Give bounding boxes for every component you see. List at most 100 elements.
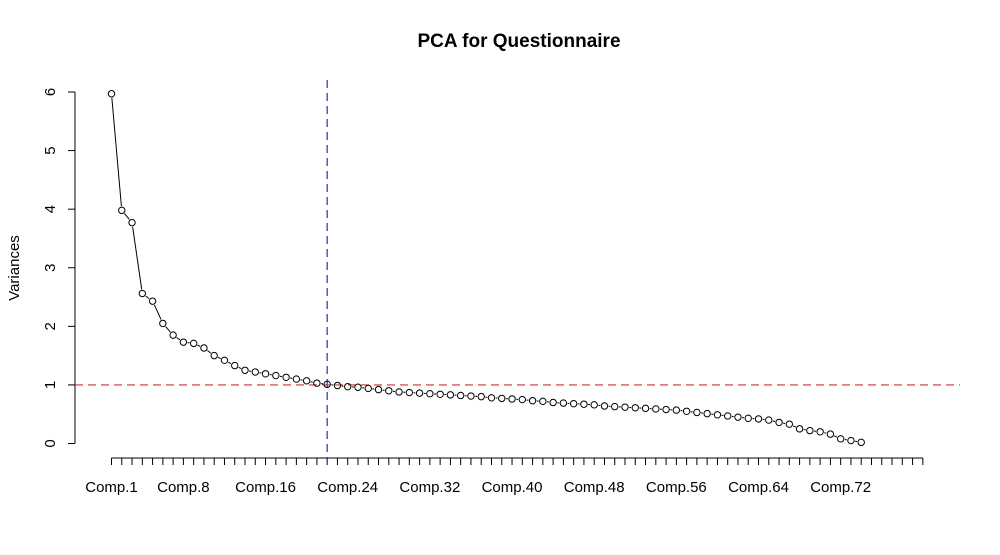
data-point (539, 397, 547, 406)
series-segment (207, 350, 212, 354)
x-tick-label: Comp.1 (85, 479, 138, 496)
data-point (703, 409, 711, 418)
series-segment (145, 295, 150, 300)
data-point (189, 339, 198, 348)
data-point (611, 402, 619, 411)
series-segment (132, 226, 143, 290)
x-tick-label: Comp.16 (235, 479, 296, 496)
y-tick-label: 3 (42, 264, 59, 272)
data-point (179, 338, 188, 346)
y-tick-label: 2 (42, 322, 59, 330)
series-segment (165, 326, 171, 333)
data-point (323, 380, 331, 389)
data-point (652, 405, 660, 413)
y-tick-label: 0 (42, 439, 59, 447)
data-point (580, 400, 588, 408)
data-point (662, 405, 670, 414)
data-point (333, 381, 342, 390)
data-point (128, 218, 136, 227)
data-points (107, 90, 865, 447)
data-point (374, 385, 383, 394)
series-segment (217, 356, 221, 360)
data-point (498, 394, 506, 403)
data-point (672, 406, 681, 414)
data-point (826, 430, 835, 438)
data-point (436, 390, 444, 398)
x-tick-label: Comp.56 (646, 479, 707, 496)
y-tick-label: 4 (42, 205, 59, 213)
data-point (467, 392, 475, 400)
data-point (477, 392, 485, 401)
data-point (744, 414, 752, 423)
data-point (169, 331, 177, 339)
data-point (621, 403, 629, 411)
data-point (107, 90, 116, 98)
series-segment (834, 435, 838, 438)
data-point (446, 391, 455, 399)
y-tick-label: 5 (42, 146, 59, 154)
x-tick-label: Comp.32 (399, 479, 460, 496)
data-point (569, 399, 578, 408)
data-point (272, 371, 280, 380)
series-segment (111, 97, 122, 207)
data-point (210, 351, 218, 360)
data-point (785, 420, 794, 428)
data-point (528, 397, 537, 405)
data-point (549, 398, 557, 407)
data-point (231, 361, 239, 370)
data-point (765, 416, 773, 424)
data-point (261, 370, 270, 378)
data-point (693, 408, 701, 417)
y-axis: 0 1 2 3 4 5 6 (42, 88, 76, 448)
data-point (354, 383, 362, 391)
data-point (456, 391, 465, 400)
data-point (518, 395, 526, 404)
data-point (836, 435, 845, 443)
data-point (559, 399, 568, 407)
x-tick-label: Comp.24 (317, 479, 378, 496)
data-point (806, 426, 814, 435)
reference-lines (75, 80, 960, 460)
data-point (631, 404, 639, 412)
data-point (385, 387, 393, 395)
data-point (405, 388, 414, 397)
data-point (241, 366, 249, 374)
data-point (415, 389, 424, 397)
x-axis: Comp.1 Comp.8 Comp.16 Comp.24 Comp.32 Comp.40… (85, 457, 924, 496)
data-point (313, 379, 321, 387)
data-point (847, 436, 855, 445)
data-point (118, 206, 126, 215)
y-tick-label: 1 (42, 381, 59, 389)
data-point (159, 319, 167, 328)
data-point (251, 368, 259, 376)
data-point (682, 407, 691, 415)
series-segment (227, 361, 232, 365)
data-point (344, 382, 352, 391)
data-point (816, 428, 824, 436)
data-point (282, 373, 290, 382)
data-point (292, 375, 301, 383)
data-point (713, 411, 722, 419)
data-point (487, 394, 496, 402)
series-segment (124, 213, 130, 220)
x-tick-label: Comp.72 (810, 479, 871, 496)
data-point (600, 402, 609, 410)
data-point (148, 297, 157, 305)
x-tick-label: Comp.8 (157, 479, 210, 496)
data-point (220, 356, 229, 365)
x-tick-label: Comp.48 (564, 479, 625, 496)
x-tick-label: Comp.64 (728, 479, 789, 496)
data-point (775, 418, 783, 427)
y-axis-label: Variances (6, 235, 23, 301)
series-segment (153, 304, 162, 320)
data-point (138, 289, 147, 298)
data-point (724, 412, 732, 420)
series-segment (792, 425, 796, 428)
data-point (734, 413, 742, 421)
series-segment (197, 344, 201, 347)
data-point (302, 377, 311, 385)
data-point (590, 401, 598, 409)
y-tick-label: 6 (42, 88, 59, 96)
data-point (364, 384, 372, 393)
